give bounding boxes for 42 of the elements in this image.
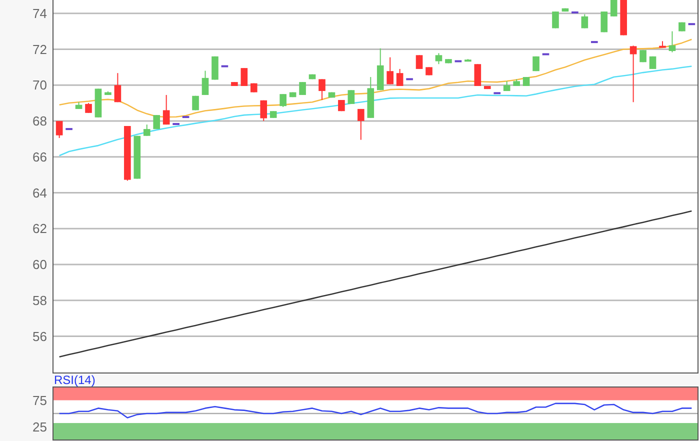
y-tick-label: 72 [32,42,47,57]
y-tick-label: 74 [32,6,47,21]
candlestick [202,70,209,96]
candlestick [386,56,394,85]
y-tick-label: 75 [32,392,47,408]
y-tick-label: 60 [32,257,47,272]
candlestick [416,54,423,70]
candlestick [474,64,482,86]
candlestick [114,72,122,103]
candlestick [85,102,92,114]
line-series [58,66,692,156]
candlestick [153,114,160,130]
candlestick [396,68,404,86]
line-series [58,210,692,358]
candlestick [260,100,268,122]
y-tick-label: 68 [32,114,47,129]
candlestick [299,82,306,96]
candlestick [358,108,364,140]
candlestick [630,45,637,103]
candlestick [600,11,608,33]
chart-title: RSI(14) [54,373,96,387]
candlestick [143,124,150,136]
candlestick [640,50,646,63]
y-tick-label: 62 [32,221,47,236]
candlestick [581,14,588,29]
line-series [58,402,692,418]
y-tick-label: 70 [32,78,47,93]
candlestick [435,52,442,65]
y-tick-label: 25 [32,419,47,434]
candlestick [318,78,326,100]
y-tick-label: 64 [32,185,47,200]
candlestick [649,56,656,70]
y-tick-label: 56 [32,328,47,344]
candlestick [348,90,355,104]
y-tick-label: 66 [32,149,47,164]
candlestick [552,11,559,29]
candlestick [668,30,676,53]
y-tick-label: 58 [32,292,47,308]
candlestick [162,94,170,126]
candlestick [56,120,63,139]
candlestick [240,68,248,86]
candlestick [280,94,286,108]
